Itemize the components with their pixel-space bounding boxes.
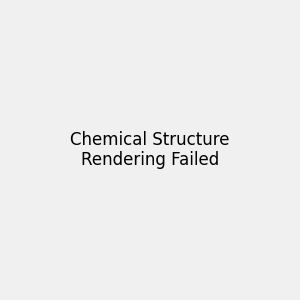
Text: Chemical Structure
Rendering Failed: Chemical Structure Rendering Failed <box>70 130 230 170</box>
